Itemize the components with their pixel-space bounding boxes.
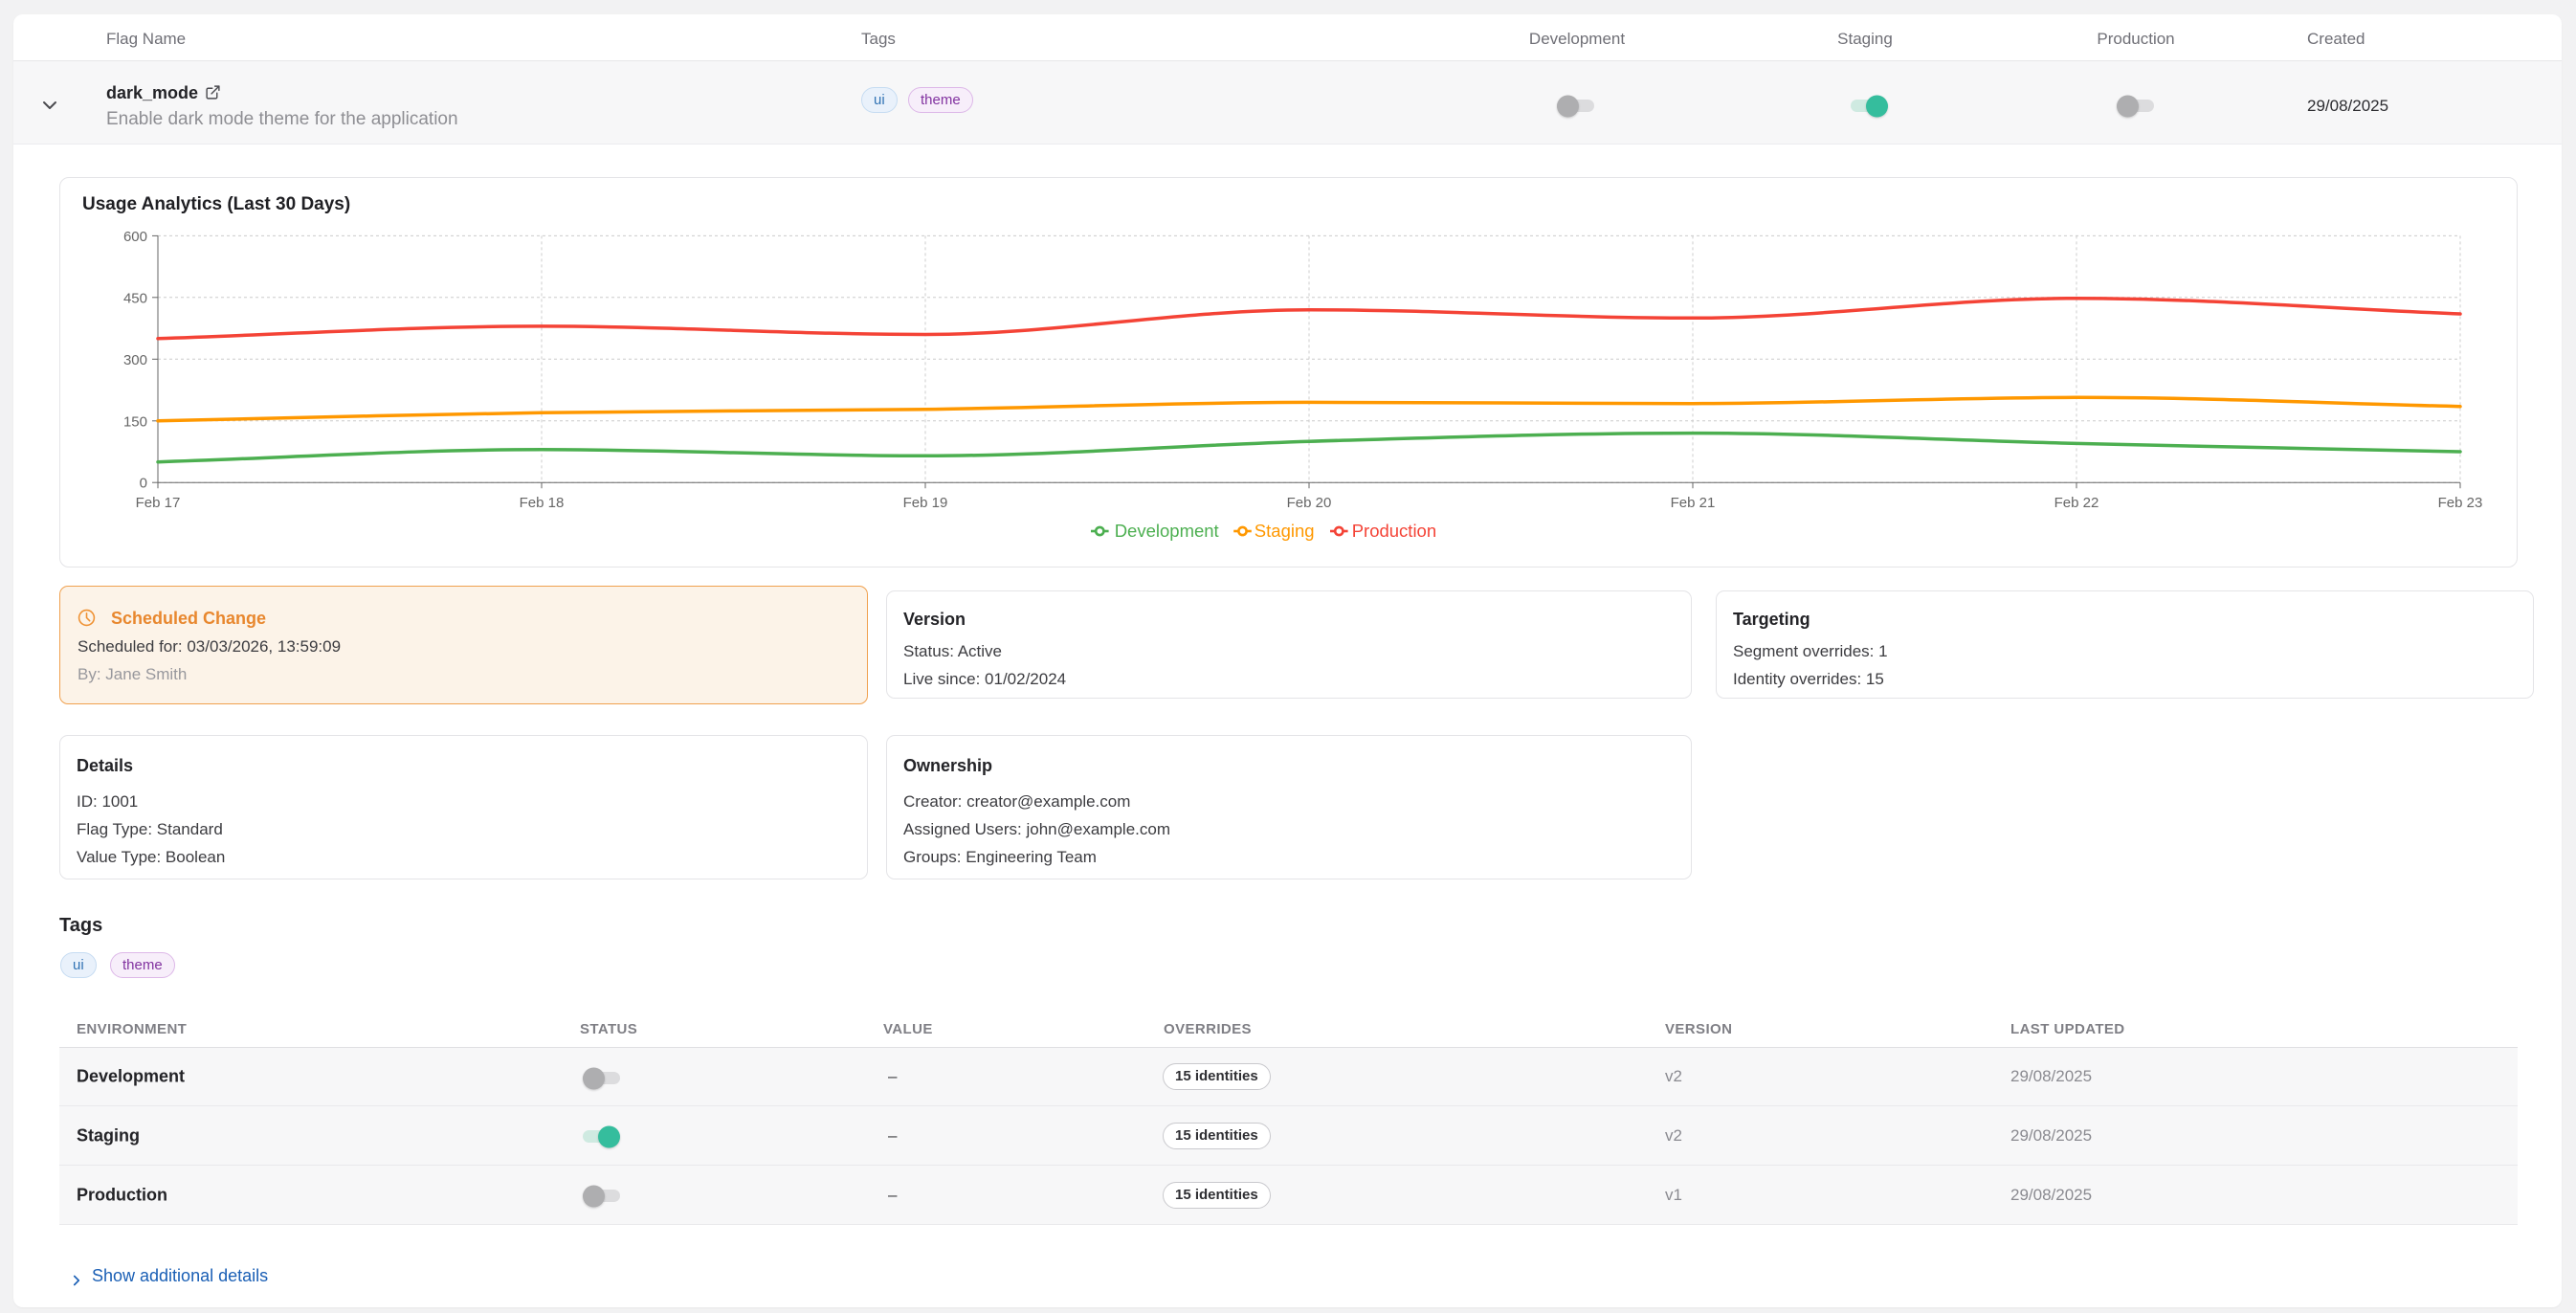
svg-text:Feb 23: Feb 23 [2438, 495, 2483, 511]
svg-text:450: 450 [123, 290, 147, 306]
svg-text:300: 300 [123, 352, 147, 368]
svg-text:Feb 19: Feb 19 [903, 495, 948, 511]
svg-text:Feb 22: Feb 22 [2054, 495, 2099, 511]
svg-text:0: 0 [140, 476, 147, 492]
svg-text:Production: Production [1352, 521, 1436, 541]
svg-text:Feb 17: Feb 17 [136, 495, 181, 511]
svg-text:Feb 20: Feb 20 [1287, 495, 1332, 511]
svg-text:Staging: Staging [1255, 521, 1315, 541]
svg-text:Development: Development [1115, 521, 1219, 541]
svg-text:600: 600 [123, 229, 147, 245]
svg-text:Feb 18: Feb 18 [520, 495, 565, 511]
svg-text:150: 150 [123, 413, 147, 430]
svg-text:Feb 21: Feb 21 [1671, 495, 1716, 511]
